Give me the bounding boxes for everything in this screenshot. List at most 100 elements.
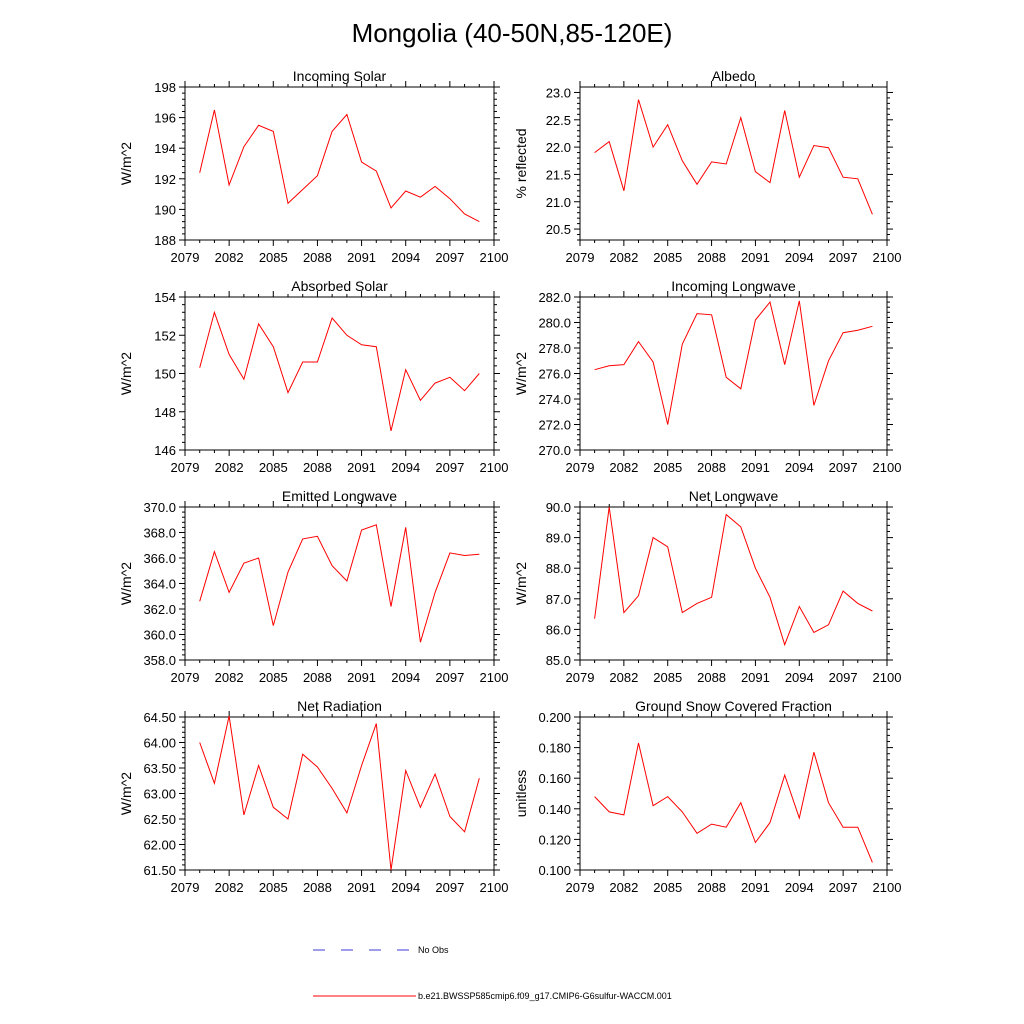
x-tick-label: 2097 xyxy=(435,460,464,475)
y-tick-label: 196 xyxy=(154,111,176,126)
y-tick-label: 362.0 xyxy=(143,602,176,617)
chart-panel: Incoming Longwave W/m^2 2079 2082 2085 2088 20… xyxy=(513,278,901,475)
x-tick-label: 2088 xyxy=(697,250,726,265)
x-tick-label: 2100 xyxy=(873,460,902,475)
x-tick-label: 2082 xyxy=(609,670,638,685)
x-tick-label: 2088 xyxy=(303,250,332,265)
series-line xyxy=(594,300,873,425)
y-axis-label: W/m^2 xyxy=(118,352,134,395)
chart-panel: Incoming Solar W/m^2 2079 2082 2085 2088 2091 2… xyxy=(118,68,508,265)
x-tick-label: 2079 xyxy=(566,670,595,685)
x-tick-label: 2079 xyxy=(171,250,200,265)
x-tick-label: 2082 xyxy=(609,250,638,265)
x-tick-label: 2079 xyxy=(566,880,595,895)
plot-frame xyxy=(184,716,495,871)
y-tick-label: 88.0 xyxy=(546,561,571,576)
x-tick-label: 2100 xyxy=(480,880,509,895)
x-tick-label: 2082 xyxy=(215,460,244,475)
x-tick-label: 2100 xyxy=(873,880,902,895)
x-tick-label: 2094 xyxy=(391,250,420,265)
series-line xyxy=(199,524,480,643)
y-axis-label: unitless xyxy=(513,770,529,817)
series-line xyxy=(594,99,873,215)
x-tick-label: 2094 xyxy=(785,250,814,265)
plot-frame xyxy=(184,296,495,451)
panel-title: Albedo xyxy=(712,68,756,84)
x-tick-label: 2079 xyxy=(171,880,200,895)
x-tick-label: 2082 xyxy=(609,880,638,895)
y-tick-label: 152 xyxy=(154,328,176,343)
y-tick-label: 366.0 xyxy=(143,551,176,566)
chart-panel: Absorbed Solar W/m^2 2079 2082 2085 2088 2091 2… xyxy=(118,278,508,475)
y-tick-label: 0.180 xyxy=(538,741,571,756)
x-tick-label: 2097 xyxy=(829,880,858,895)
x-tick-label: 2094 xyxy=(391,670,420,685)
y-axis-label: % reflected xyxy=(513,128,529,198)
x-tick-label: 2085 xyxy=(653,460,682,475)
y-tick-label: 148 xyxy=(154,405,176,420)
x-tick-label: 2097 xyxy=(829,250,858,265)
y-tick-label: 23.0 xyxy=(546,85,571,100)
x-tick-label: 2079 xyxy=(171,460,200,475)
y-tick-label: 63.50 xyxy=(143,761,176,776)
panel-title: Incoming Longwave xyxy=(671,278,796,294)
y-tick-label: 190 xyxy=(154,202,176,217)
y-axis-label: W/m^2 xyxy=(118,772,134,815)
y-tick-label: 360.0 xyxy=(143,628,176,643)
x-tick-label: 2082 xyxy=(609,460,638,475)
x-tick-label: 2094 xyxy=(785,670,814,685)
x-tick-label: 2094 xyxy=(785,880,814,895)
x-tick-label: 2091 xyxy=(347,670,376,685)
panel-title: Net Longwave xyxy=(689,488,779,504)
chart-panel: Ground Snow Covered Fraction unitless 2079… xyxy=(513,698,901,895)
x-tick-label: 2094 xyxy=(391,460,420,475)
legend-no-obs-label: No Obs xyxy=(418,945,449,955)
x-tick-label: 2085 xyxy=(259,250,288,265)
x-tick-label: 2097 xyxy=(829,670,858,685)
y-tick-label: 87.0 xyxy=(546,592,571,607)
y-axis-label: W/m^2 xyxy=(118,142,134,185)
y-tick-label: 22.5 xyxy=(546,113,571,128)
y-tick-label: 86.0 xyxy=(546,622,571,637)
y-tick-label: 154 xyxy=(154,290,176,305)
x-tick-label: 2088 xyxy=(697,670,726,685)
x-tick-label: 2091 xyxy=(741,880,770,895)
legend-model-label: b.e21.BWSSP585cmip6.f09_g17.CMIP6-G6sulf… xyxy=(418,991,672,1001)
x-tick-label: 2100 xyxy=(480,670,509,685)
y-tick-label: 0.120 xyxy=(538,832,571,847)
x-tick-label: 2085 xyxy=(259,670,288,685)
x-tick-label: 2088 xyxy=(697,460,726,475)
y-tick-label: 0.140 xyxy=(538,802,571,817)
plot-frame xyxy=(579,716,888,871)
x-tick-label: 2097 xyxy=(435,880,464,895)
y-tick-label: 64.00 xyxy=(143,736,176,751)
figure-title: Mongolia (40-50N,85-120E) xyxy=(352,18,673,48)
x-tick-label: 2088 xyxy=(303,460,332,475)
panel-title: Ground Snow Covered Fraction xyxy=(635,698,832,714)
y-tick-label: 150 xyxy=(154,367,176,382)
y-tick-label: 62.00 xyxy=(143,838,176,853)
plot-frame xyxy=(184,506,495,661)
series-line xyxy=(199,310,480,432)
x-tick-label: 2079 xyxy=(566,250,595,265)
x-tick-label: 2088 xyxy=(303,670,332,685)
plot-frame xyxy=(579,506,888,661)
y-tick-label: 85.0 xyxy=(546,653,571,668)
x-tick-label: 2082 xyxy=(215,880,244,895)
x-tick-label: 2097 xyxy=(435,250,464,265)
x-tick-label: 2085 xyxy=(259,460,288,475)
panel-title: Incoming Solar xyxy=(293,68,387,84)
y-tick-label: 358.0 xyxy=(143,653,176,668)
x-tick-label: 2097 xyxy=(829,460,858,475)
series-line xyxy=(199,715,480,871)
legend: No Obs b.e21.BWSSP585cmip6.f09_g17.CMIP6… xyxy=(313,945,672,1001)
x-tick-label: 2079 xyxy=(566,460,595,475)
x-tick-label: 2091 xyxy=(741,460,770,475)
series-line xyxy=(594,742,873,863)
series-line xyxy=(594,506,873,647)
x-tick-label: 2091 xyxy=(347,250,376,265)
chart-panel: Emitted Longwave W/m^2 2079 2082 2085 2088 209… xyxy=(118,488,508,685)
x-tick-label: 2091 xyxy=(741,670,770,685)
x-tick-label: 2100 xyxy=(480,460,509,475)
